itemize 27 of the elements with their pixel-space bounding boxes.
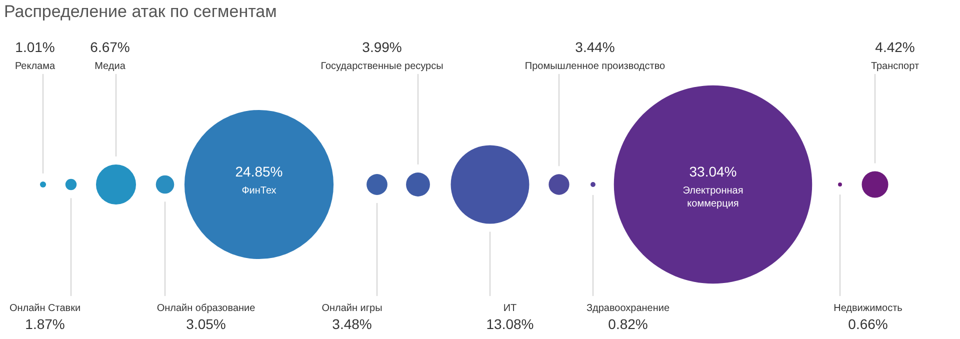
category-label: Онлайн образование: [156, 302, 256, 314]
category-label: Недвижимость: [834, 302, 902, 314]
data-label: 4.42%: [875, 38, 915, 55]
text: Распределение атак по сегментам: [3, 1, 278, 23]
data-label: 3.99%: [362, 38, 402, 55]
data-label: 24.85%: [235, 163, 283, 180]
category-label: Медиа: [94, 60, 126, 72]
data-label: 13.08%: [486, 316, 534, 332]
category-label: Транспорт: [870, 60, 920, 72]
category-label: Онлайн Ставки: [9, 302, 81, 314]
data-label: 1.01%: [15, 38, 55, 55]
category-label: Электронная коммерция: [682, 185, 744, 210]
data-label: 0.66%: [848, 316, 888, 332]
data-label: 3.05%: [186, 316, 226, 332]
category-label: ИТ: [503, 302, 517, 314]
category-label: ФинТех: [242, 185, 276, 196]
data-label: 0.82%: [608, 316, 648, 332]
category-label: Промышленное производство: [524, 60, 666, 72]
data-label: 6.67%: [90, 38, 130, 55]
data-label: 3.44%: [575, 38, 615, 55]
data-label: 1.87%: [25, 316, 65, 332]
category-label: Здравоохранение: [586, 302, 670, 314]
category-label: Реклама: [14, 60, 56, 72]
data-label: 3.48%: [332, 316, 372, 332]
category-label: Онлайн игры: [322, 302, 382, 314]
category-label: Государственные ресурсы: [320, 60, 444, 72]
data-label: 33.04%: [689, 163, 737, 180]
